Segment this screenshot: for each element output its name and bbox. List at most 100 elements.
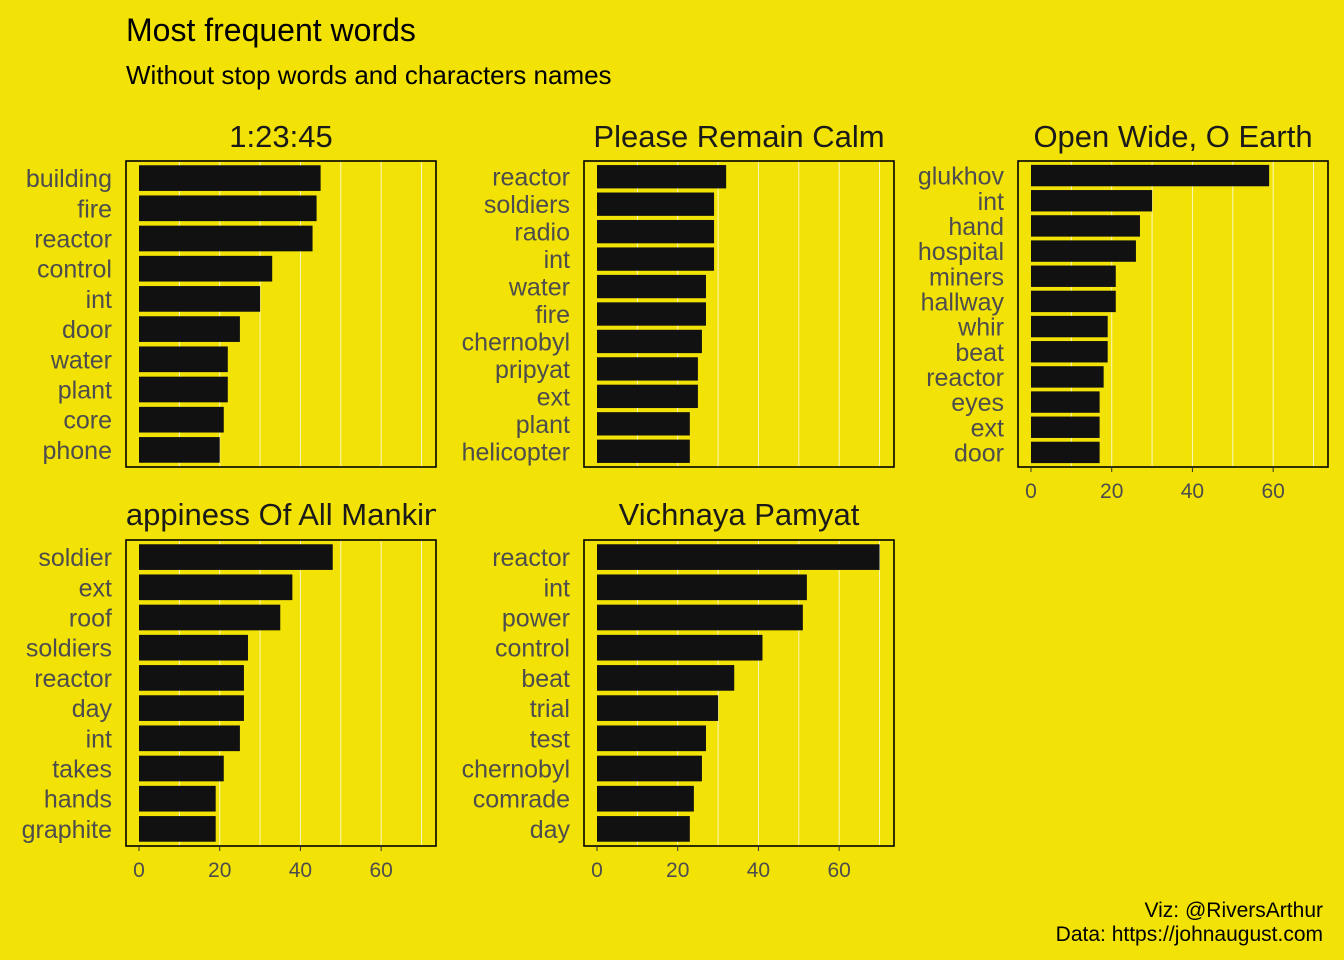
facet-title: Open Wide, O Earth (1033, 119, 1312, 154)
facet-title: Vichnaya Pamyat (619, 497, 860, 532)
bar (139, 604, 281, 631)
category-label: whir (957, 314, 1004, 342)
x-tick-label: 20 (1100, 480, 1123, 503)
category-label: chernobyl (462, 328, 570, 356)
bar (1031, 391, 1100, 413)
bar (597, 247, 715, 271)
x-tick-label: 0 (591, 859, 603, 882)
bar (139, 406, 224, 433)
category-label: water (508, 274, 570, 302)
bar (1031, 164, 1270, 187)
bar (597, 384, 698, 409)
panel-frame (125, 539, 437, 847)
caption-viz: Viz: @RiversArthur (1145, 899, 1323, 922)
bar (139, 195, 317, 222)
category-label: comrade (473, 786, 570, 814)
bar (1031, 315, 1108, 338)
bar (1031, 441, 1100, 464)
x-tick-label: 20 (666, 859, 689, 882)
category-label: reactor (492, 164, 570, 192)
category-label: hand (948, 213, 1004, 241)
category-label: hands (44, 786, 112, 814)
category-label: ext (537, 383, 570, 411)
bar (1031, 190, 1153, 212)
bar (597, 439, 690, 463)
x-tick-label: 40 (747, 859, 770, 882)
x-tick-label: 0 (133, 859, 145, 882)
bar (1031, 341, 1108, 363)
bar (139, 437, 220, 463)
bar (597, 544, 880, 570)
category-label: beat (521, 665, 570, 693)
bar (139, 755, 224, 782)
category-label: takes (52, 756, 112, 784)
bar (597, 219, 715, 244)
x-tick-label: 60 (369, 859, 392, 882)
category-label: graphite (22, 816, 112, 844)
bar (597, 695, 719, 721)
bar (139, 376, 228, 403)
bar (139, 316, 240, 342)
category-label: plant (58, 377, 112, 405)
category-label: core (63, 407, 112, 435)
facet-panel: Please Remain Calm reactorsoldiersradioin… (462, 119, 895, 468)
category-label: power (502, 605, 570, 633)
category-label: ext (971, 414, 1004, 442)
category-label: chernobyl (462, 756, 570, 784)
x-tick-label: 60 (827, 859, 850, 882)
category-label: door (62, 316, 112, 344)
category-label: int (86, 286, 112, 314)
category-label: soldier (38, 544, 112, 572)
category-label: reactor (492, 544, 570, 572)
bar (597, 329, 702, 354)
category-label: helicopter (462, 438, 570, 466)
bar (597, 412, 690, 436)
category-label: reactor (34, 665, 112, 693)
bar (597, 634, 763, 661)
bar (597, 274, 706, 299)
category-label: beat (955, 339, 1004, 367)
bar (1031, 290, 1116, 313)
category-label: int (544, 246, 570, 274)
category-label: trial (530, 695, 570, 723)
x-tick-label: 40 (289, 859, 312, 882)
bar (597, 192, 715, 216)
category-label: phone (42, 437, 112, 465)
category-label: roof (69, 605, 112, 633)
bar (597, 574, 807, 601)
panel-frame (125, 160, 437, 468)
bar (597, 725, 706, 752)
category-label: int (86, 725, 112, 753)
category-label: day (530, 816, 571, 844)
bar (597, 357, 698, 381)
panel-frame (583, 160, 895, 468)
x-tick-label: 60 (1261, 480, 1284, 503)
category-label: fire (77, 195, 112, 223)
category-label: int (978, 188, 1004, 216)
x-tick-label: 40 (1181, 480, 1204, 503)
category-label: eyes (951, 389, 1004, 417)
category-label: reactor (34, 226, 112, 254)
category-label: water (50, 346, 112, 374)
bar (597, 785, 694, 812)
category-label: door (954, 439, 1004, 467)
category-label: hallway (921, 288, 1005, 316)
category-label: soldiers (26, 635, 112, 663)
bar (597, 302, 706, 326)
category-label: radio (514, 219, 570, 247)
facet-panel: Open Wide, O Earth glukhovinthandhospital… (918, 119, 1329, 503)
bar (597, 755, 702, 782)
category-label: plant (516, 411, 570, 439)
chart-panels: 1:23:45buildingfirereactorcontrolintdoor… (22, 119, 1329, 882)
bar (597, 165, 727, 189)
bar (139, 544, 333, 570)
category-label: control (37, 256, 112, 284)
category-label: int (544, 574, 570, 602)
chart-subtitle: Without stop words and characters names (126, 60, 612, 90)
bar (139, 346, 228, 373)
bar (1031, 366, 1104, 388)
bar (1031, 416, 1100, 438)
